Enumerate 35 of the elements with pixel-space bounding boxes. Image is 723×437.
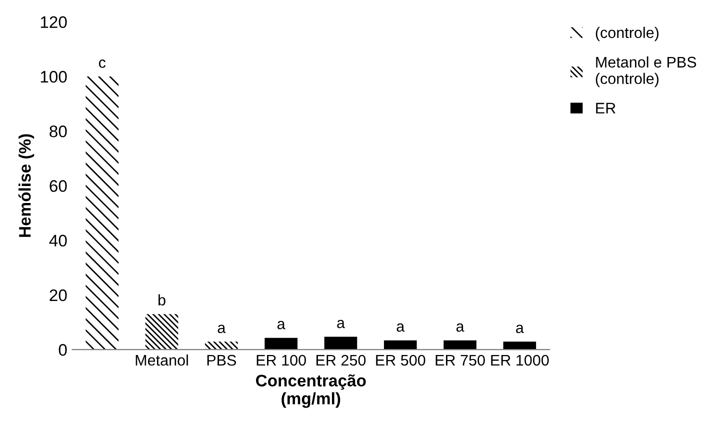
x-tick-label: ER 250 (316, 354, 366, 366)
data-label: a (218, 324, 226, 334)
y-tick-label: 20 (50, 289, 67, 302)
legend-label: (controle) (596, 26, 658, 42)
bar (444, 340, 476, 350)
data-label: a (337, 320, 345, 328)
x-tick-label: ER 100 (256, 354, 306, 366)
x-tick-label: ER 1000 (491, 354, 549, 366)
y-tick-label: 40 (49, 234, 67, 247)
x-tick-label: ER 750 (436, 354, 485, 366)
y-tick-label: 60 (50, 180, 67, 192)
y-tick-label: 120 (40, 16, 67, 28)
data-label: a (516, 324, 524, 334)
bar (86, 76, 119, 350)
y-tick-label: 80 (50, 126, 67, 138)
x-tick-label: PBS (207, 354, 236, 366)
x-tick-label: Metanol (136, 354, 188, 366)
legend-label: ER (596, 102, 616, 114)
bar (145, 314, 178, 350)
y-axis-title: Hemólise (%) (18, 134, 34, 237)
x-axis-title: Concentração (mg/ml) (256, 374, 366, 408)
data-label: a (396, 323, 405, 332)
bar (384, 340, 417, 350)
data-label: b (158, 294, 166, 306)
data-label: a (456, 323, 464, 332)
x-tick-label: ER 500 (376, 354, 426, 366)
y-tick-label: 0 (58, 344, 67, 356)
bar (264, 338, 298, 350)
bar (324, 336, 358, 350)
bar (205, 342, 238, 350)
data-label: a (277, 320, 286, 330)
legend-label: Metanol e PBS (controle) (596, 56, 696, 88)
data-label: c (98, 60, 106, 68)
y-tick-label: 100 (40, 70, 67, 83)
bar (503, 342, 536, 350)
